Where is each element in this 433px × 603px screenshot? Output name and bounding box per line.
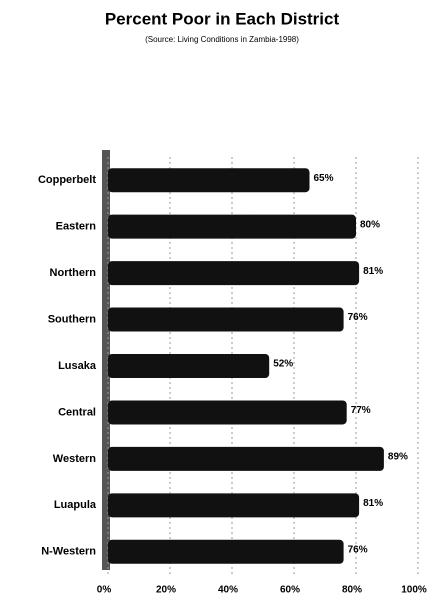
y-tick-label: Central [58,406,96,418]
bar [108,307,344,332]
y-tick-label: Northern [50,267,97,279]
bar [108,261,360,286]
x-tick-label: 40% [218,585,238,596]
bar [108,400,347,425]
bar [108,354,270,378]
data-label: 52% [273,359,293,370]
x-tick-label: 20% [156,585,176,596]
data-label: 80% [360,219,380,230]
bar [108,214,356,239]
x-tick-label: 80% [342,585,362,596]
y-tick-label: Luapula [54,499,97,511]
x-tick-label: 0% [97,585,112,596]
axis-wall [102,150,110,570]
y-tick-label: N-Western [41,546,96,558]
chart-title: Percent Poor in Each District [105,9,340,28]
data-label: 81% [363,498,383,509]
bar [108,539,344,564]
bar [108,168,310,193]
data-label: 81% [363,266,383,277]
data-label: 76% [348,544,368,555]
data-label: 77% [351,405,371,416]
y-tick-label: Eastern [56,221,97,233]
data-label: 89% [388,452,408,463]
y-tick-label: Lusaka [58,360,97,372]
x-tick-label: 60% [280,585,300,596]
data-label: 76% [348,312,368,323]
y-tick-label: Western [53,453,96,465]
y-tick-label: Copperbelt [38,174,96,186]
chart-subtitle: (Source: Living Conditions in Zambia-199… [145,35,299,44]
data-label: 65% [314,173,334,184]
bar [108,493,360,518]
bar [108,446,384,471]
x-tick-label: 100% [401,585,427,596]
y-tick-label: Southern [48,313,97,325]
